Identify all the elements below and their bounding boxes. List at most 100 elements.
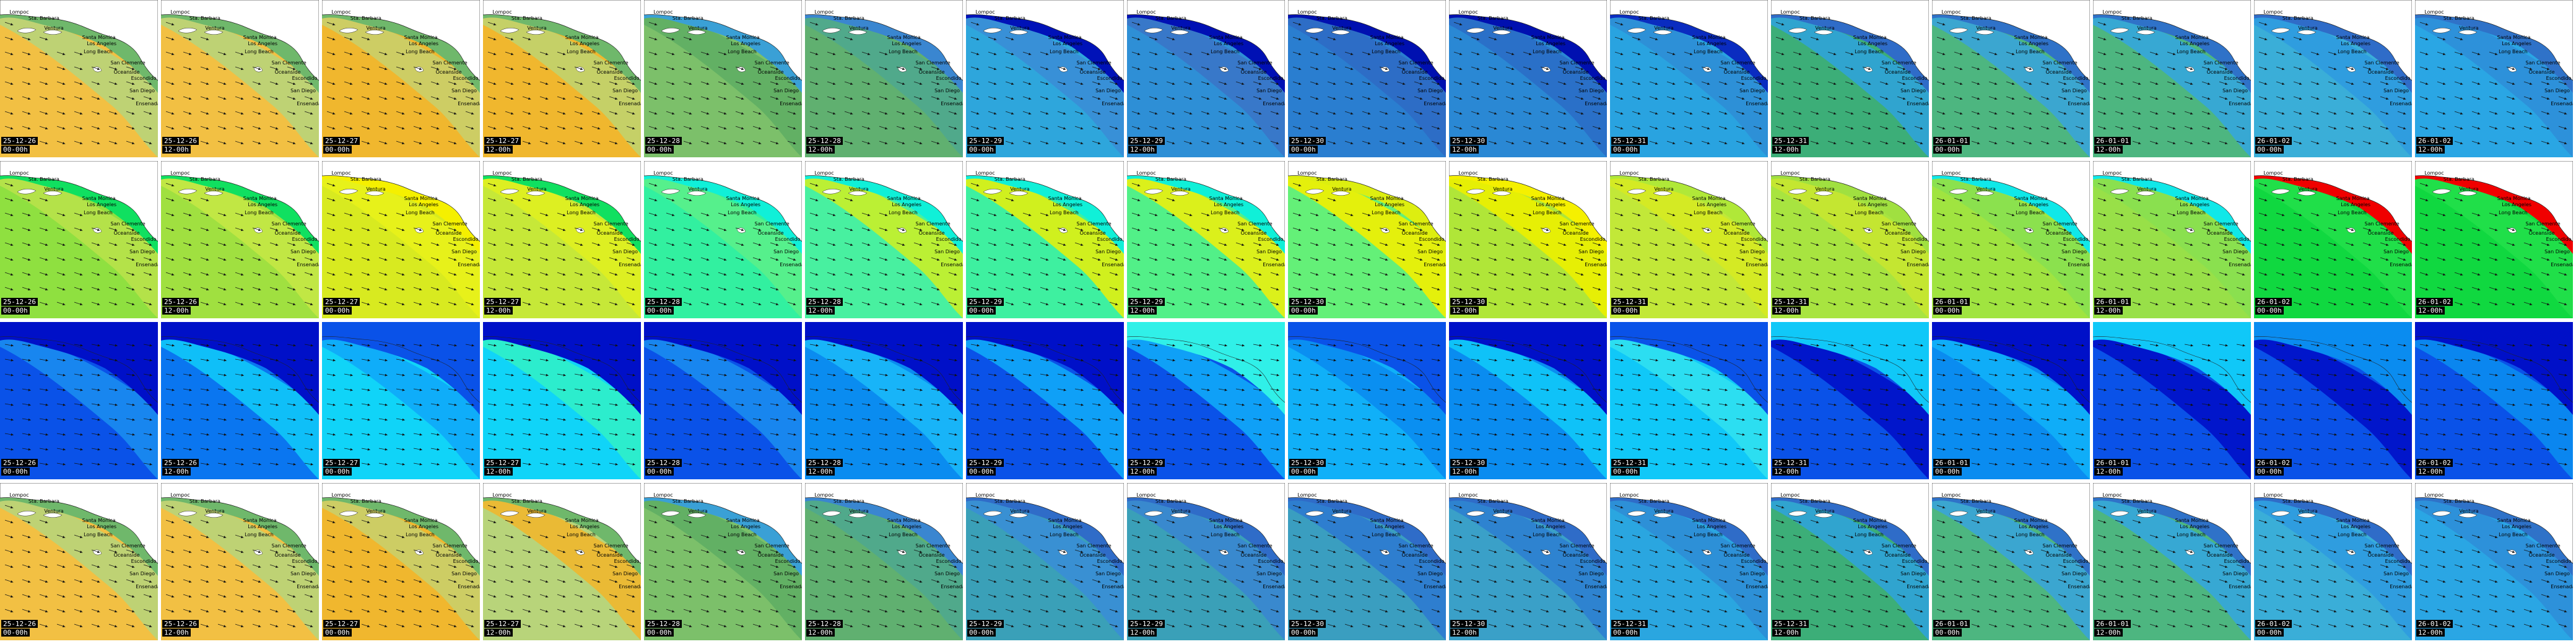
wave-height-map-tile[interactable]: Lompoc Sta. Barbara Ventura Santa Monica Los… (2415, 0, 2573, 157)
timestamp: 25-12-31 12-00h (1772, 458, 1809, 476)
wave-height-map-tile[interactable]: Lompoc Sta. Barbara Ventura Santa Monica Los… (1288, 0, 1446, 157)
wind-speed-map-tile[interactable]: 25-12-27 12-00h (483, 322, 641, 479)
place-label: San Diego (451, 249, 477, 255)
map-field (2093, 483, 2251, 640)
wave-period-map-tile[interactable]: Lompoc Sta. Barbara Ventura Santa Monica Los… (966, 161, 1124, 318)
timestamp-time: 00-00h (967, 629, 996, 637)
timestamp-time: 12-00h (484, 146, 513, 154)
wave-height-map-tile[interactable]: Lompoc Sta. Barbara Ventura Santa Monica Los… (161, 0, 319, 157)
wave-period-map-tile[interactable]: Lompoc Sta. Barbara Ventura Santa Monica Los… (1771, 161, 1929, 318)
wind-speed-map-tile[interactable]: 25-12-26 12-00h (161, 322, 319, 479)
wave-height-map-tile[interactable]: Lompoc Sta. Barbara Ventura Santa Monica Los… (644, 0, 802, 157)
wave-height-map-tile[interactable]: Lompoc Sta. Barbara Ventura Santa Monica Los… (805, 0, 963, 157)
wind-speed-map-tile[interactable]: 25-12-29 12-00h (1127, 322, 1285, 479)
wave-height-map-tile[interactable]: Lompoc Sta. Barbara Ventura Santa Monica Los… (483, 0, 641, 157)
wind-speed-map-tile[interactable]: 25-12-28 12-00h (805, 322, 963, 479)
wind-speed-map-tile[interactable]: 26-01-01 12-00h (2093, 322, 2251, 479)
swell-height-map-tile[interactable]: Lompoc Sta. Barbara Ventura Santa Monica Los… (1449, 483, 1607, 640)
wind-speed-map-tile[interactable]: 26-01-02 00-00h (2254, 322, 2412, 479)
wind-speed-map-tile[interactable]: 26-01-01 00-00h (1932, 322, 2090, 479)
place-label: Long Beach (2338, 209, 2367, 215)
timestamp-time: 12-00h (1450, 468, 1479, 476)
wind-speed-map-tile[interactable]: 25-12-28 00-00h (644, 322, 802, 479)
wind-speed-map-tile[interactable]: 25-12-31 12-00h (1771, 322, 1929, 479)
swell-height-map-tile[interactable]: Lompoc Sta. Barbara Ventura Santa Monica Los… (1610, 483, 1768, 640)
timestamp-time: 00-00h (1611, 468, 1640, 476)
timestamp-time: 00-00h (1, 629, 30, 637)
place-label: Oceanside (757, 552, 784, 558)
wind-speed-map-tile[interactable]: 25-12-29 00-00h (966, 322, 1124, 479)
wave-height-map-tile[interactable]: Lompoc Sta. Barbara Ventura Santa Monica Los… (1932, 0, 2090, 157)
place-label: Los Angeles (409, 524, 439, 530)
wave-height-map-tile[interactable]: Lompoc Sta. Barbara Ventura Santa Monica Los… (322, 0, 480, 157)
wave-height-map-tile[interactable]: Lompoc Sta. Barbara Ventura Santa Monica Los… (2254, 0, 2412, 157)
wave-period-map-tile[interactable]: Lompoc Sta. Barbara Ventura Santa Monica Los… (161, 161, 319, 318)
map-field (644, 483, 802, 640)
wave-period-map-tile[interactable]: Lompoc Sta. Barbara Ventura Santa Monica Los… (2254, 161, 2412, 318)
place-label: San Diego (1739, 249, 1765, 255)
wave-height-map-tile[interactable]: Lompoc Sta. Barbara Ventura Santa Monica Los… (1449, 0, 1607, 157)
place-label: Long Beach (2016, 531, 2045, 537)
wave-height-map-tile[interactable]: Lompoc Sta. Barbara Ventura Santa Monica Los… (1610, 0, 1768, 157)
place-label: San Diego (612, 249, 638, 255)
map-field (1288, 161, 1446, 318)
place-label: Oceanside (596, 69, 623, 75)
place-label: Escondido (2224, 236, 2250, 242)
wave-period-map-tile[interactable]: Lompoc Sta. Barbara Ventura Santa Monica Los… (644, 161, 802, 318)
swell-height-map-tile[interactable]: Lompoc Sta. Barbara Ventura Santa Monica Los… (805, 483, 963, 640)
place-label: Long Beach (1533, 48, 1562, 54)
swell-height-map-tile[interactable]: Lompoc Sta. Barbara Ventura Santa Monica Los… (1932, 483, 2090, 640)
place-label: Los Angeles (2019, 202, 2049, 208)
swell-height-map-tile[interactable]: Lompoc Sta. Barbara Ventura Santa Monica Los… (483, 483, 641, 640)
wave-period-map-tile[interactable]: Lompoc Sta. Barbara Ventura Santa Monica Los… (1932, 161, 2090, 318)
timestamp: 25-12-31 12-00h (1772, 297, 1809, 315)
swell-height-map-tile[interactable]: Lompoc Sta. Barbara Ventura Santa Monica Los… (0, 483, 158, 640)
swell-height-map-tile[interactable]: Lompoc Sta. Barbara Ventura Santa Monica Los… (1771, 483, 1929, 640)
place-label: Los Angeles (570, 202, 600, 208)
wave-height-map-tile[interactable]: Lompoc Sta. Barbara Ventura Santa Monica Los… (1127, 0, 1285, 157)
place-label: Long Beach (1050, 48, 1079, 54)
place-label: Oceanside (757, 230, 784, 236)
wave-period-map-tile[interactable]: Lompoc Sta. Barbara Ventura Santa Monica Los… (805, 161, 963, 318)
place-label: Lompoc (1941, 170, 1961, 176)
swell-height-map-tile[interactable]: Lompoc Sta. Barbara Ventura Santa Monica Los… (2254, 483, 2412, 640)
wave-period-map-tile[interactable]: Lompoc Sta. Barbara Ventura Santa Monica Los… (2093, 161, 2251, 318)
map-field (2093, 0, 2251, 157)
timestamp: 25-12-29 12-00h (1128, 458, 1165, 476)
wave-height-map-tile[interactable]: Lompoc Sta. Barbara Ventura Santa Monica Los… (0, 0, 158, 157)
map-field (0, 322, 158, 479)
wave-period-map-tile[interactable]: Lompoc Sta. Barbara Ventura Santa Monica Los… (322, 161, 480, 318)
place-label: Los Angeles (2341, 41, 2371, 47)
wave-period-map-tile[interactable]: Lompoc Sta. Barbara Ventura Santa Monica Los… (0, 161, 158, 318)
wave-period-map-tile[interactable]: Lompoc Sta. Barbara Ventura Santa Monica Los… (1610, 161, 1768, 318)
map-field (483, 0, 641, 157)
wind-speed-map-tile[interactable]: 25-12-27 00-00h (322, 322, 480, 479)
place-label: San Diego (2544, 249, 2570, 255)
swell-height-map-tile[interactable]: Lompoc Sta. Barbara Ventura Santa Monica Los… (1288, 483, 1446, 640)
wind-speed-map-tile[interactable]: 25-12-30 00-00h (1288, 322, 1446, 479)
swell-height-map-tile[interactable]: Lompoc Sta. Barbara Ventura Santa Monica Los… (2415, 483, 2573, 640)
wave-period-map-tile[interactable]: Lompoc Sta. Barbara Ventura Santa Monica Los… (1449, 161, 1607, 318)
wave-height-map-tile[interactable]: Lompoc Sta. Barbara Ventura Santa Monica Los… (966, 0, 1124, 157)
place-label: Los Angeles (2502, 524, 2532, 530)
wave-period-map-tile[interactable]: Lompoc Sta. Barbara Ventura Santa Monica Los… (1127, 161, 1285, 318)
wind-speed-map-tile[interactable]: 26-01-02 12-00h (2415, 322, 2573, 479)
swell-height-map-tile[interactable]: Lompoc Sta. Barbara Ventura Santa Monica Los… (161, 483, 319, 640)
map-field (1932, 483, 2090, 640)
place-label: Santa Monica (1853, 195, 1887, 201)
wind-speed-map-tile[interactable]: 25-12-31 00-00h (1610, 322, 1768, 479)
wind-speed-map-tile[interactable]: 25-12-30 12-00h (1449, 322, 1607, 479)
swell-height-map-tile[interactable]: Lompoc Sta. Barbara Ventura Santa Monica Los… (644, 483, 802, 640)
map-field (1610, 483, 1768, 640)
wind-speed-map-tile[interactable]: 25-12-26 00-00h (0, 322, 158, 479)
wave-period-map-tile[interactable]: Lompoc Sta. Barbara Ventura Santa Monica Los… (1288, 161, 1446, 318)
wave-height-map-tile[interactable]: Lompoc Sta. Barbara Ventura Santa Monica Los… (1771, 0, 1929, 157)
swell-height-map-tile[interactable]: Lompoc Sta. Barbara Ventura Santa Monica Los… (966, 483, 1124, 640)
swell-height-map-tile[interactable]: Lompoc Sta. Barbara Ventura Santa Monica Los… (322, 483, 480, 640)
swell-height-map-tile[interactable]: Lompoc Sta. Barbara Ventura Santa Monica Los… (2093, 483, 2251, 640)
place-label: Santa Monica (404, 34, 438, 40)
wave-height-map-tile[interactable]: Lompoc Sta. Barbara Ventura Santa Monica Los… (2093, 0, 2251, 157)
wave-period-map-tile[interactable]: Lompoc Sta. Barbara Ventura Santa Monica Los… (2415, 161, 2573, 318)
swell-height-map-tile[interactable]: Lompoc Sta. Barbara Ventura Santa Monica Los… (1127, 483, 1285, 640)
wave-period-map-tile[interactable]: Lompoc Sta. Barbara Ventura Santa Monica Los… (483, 161, 641, 318)
